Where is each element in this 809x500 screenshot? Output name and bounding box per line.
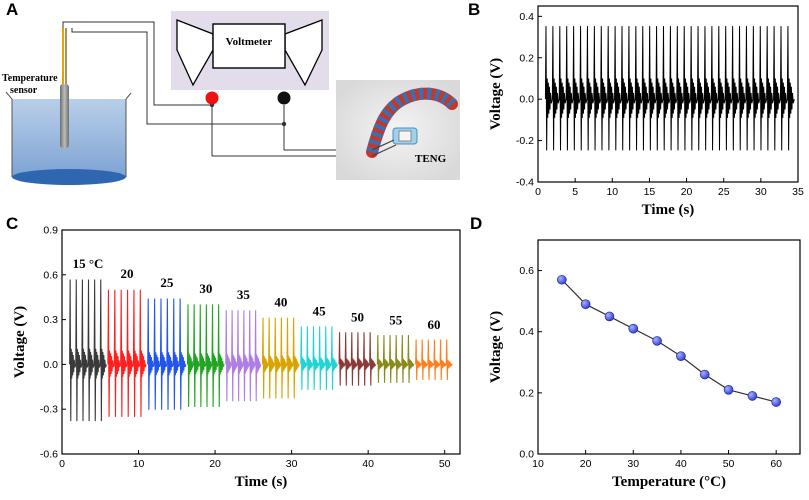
series-trace-55	[376, 335, 415, 383]
y-axis-label: Voltage (V)	[488, 311, 504, 383]
x-tick-label: 0	[59, 458, 65, 470]
series-label: 60	[427, 317, 440, 332]
sensor-label-line1: Temperature	[2, 73, 58, 84]
series-trace-15C	[69, 279, 107, 422]
series-label: 50	[351, 310, 364, 325]
y-tick-label: 0.2	[519, 387, 534, 399]
series-trace-50	[338, 332, 377, 386]
x-tick-label: 10	[606, 186, 618, 198]
series-trace-20	[107, 289, 147, 417]
voltage-trace	[544, 26, 795, 151]
chart-b: 0 5 10 15 20 25 30 35 -0.4 -0.2 0.0 0.2 0.4 Time (s) V…	[488, 5, 804, 218]
x-tick-label: 20	[580, 458, 592, 470]
series-trace-40	[261, 317, 300, 399]
x-tick-label: 60	[770, 458, 782, 470]
black-terminal	[277, 91, 291, 105]
data-point	[628, 323, 639, 334]
x-tick-label: 20	[209, 458, 221, 470]
x-tick-label: 40	[675, 458, 687, 470]
x-tick-label: 5	[572, 186, 578, 198]
x-tick-label: 30	[286, 458, 298, 470]
sensor-label-line2: sensor	[10, 85, 38, 96]
x-tick-label: 50	[439, 458, 451, 470]
series-trace-60	[415, 339, 453, 381]
data-point	[723, 385, 734, 395]
data-point	[652, 336, 662, 346]
series-label: 40	[274, 295, 287, 310]
data-point	[699, 369, 710, 380]
panel-letter-d: D	[470, 214, 483, 233]
data-point	[676, 351, 686, 361]
y-tick-label: -0.3	[40, 404, 58, 416]
x-axis-label: Time (s)	[235, 474, 288, 490]
y-tick-label: -0.6	[40, 449, 58, 461]
y-tick-label: 0.2	[519, 52, 534, 64]
series-label: 55	[389, 313, 403, 328]
y-tick-label: 0.0	[519, 94, 534, 106]
chart-d: 10 20 30 40 50 60 0.0 0.2 0.4 0.6 Temperature (°C)…	[488, 239, 801, 490]
x-tick-label: 40	[362, 458, 374, 470]
panel-letter-b: B	[468, 0, 481, 19]
data-point	[747, 391, 758, 401]
x-axis-label: Temperature (°C)	[612, 474, 726, 490]
x-tick-label: 30	[755, 186, 767, 198]
series-trace-25	[147, 298, 187, 410]
series-trace-45	[300, 326, 339, 390]
y-tick-label: 0.6	[43, 269, 58, 281]
series-trace-30	[186, 304, 225, 407]
series-label: 30	[199, 281, 212, 296]
data-point	[604, 311, 615, 322]
y-tick-label: -0.2	[516, 135, 534, 147]
data-point	[771, 397, 781, 407]
y-tick-label: 0.9	[43, 225, 58, 237]
temperature-probe	[60, 28, 69, 148]
x-tick-label: 30	[627, 458, 639, 470]
series-label: 45	[313, 304, 327, 319]
teng-device	[336, 80, 460, 180]
data-point	[557, 274, 567, 285]
teng-label: TENG	[415, 153, 447, 165]
y-tick-label: 0.4	[519, 326, 534, 338]
y-tick-label: -0.4	[516, 177, 534, 189]
trend-line	[561, 279, 777, 403]
series-label: 25	[160, 275, 174, 290]
x-axis-label: Time (s)	[642, 202, 695, 218]
voltmeter-label: Voltmeter	[226, 36, 273, 48]
x-tick-label: 35	[792, 186, 804, 198]
y-axis-label: Voltage (V)	[488, 58, 504, 130]
plot-frame	[537, 5, 799, 183]
x-tick-label: 15	[644, 186, 656, 198]
voltmeter-icon	[176, 19, 323, 87]
series-label: 15 °C	[73, 256, 104, 271]
y-axis-label: Voltage (V)	[12, 306, 28, 378]
panel-letter-a: A	[6, 0, 19, 19]
panel-letter-c: C	[6, 214, 19, 233]
x-tick-label: 10	[133, 458, 145, 470]
schematic-diagram: Temperature sensor Voltmeter TENG	[2, 11, 460, 185]
y-tick-label: 0.0	[519, 449, 534, 461]
red-terminal	[205, 91, 219, 105]
x-tick-label: 50	[723, 458, 735, 470]
y-tick-label: 0.0	[43, 359, 58, 371]
y-tick-label: 0.4	[519, 11, 534, 23]
x-tick-label: 20	[681, 186, 693, 198]
series-label: 20	[121, 266, 134, 281]
chart-c: 0 10 20 30 40 50 -0.6 -0.3 0.0 0.3 0.6 0.9 Time (s) V…	[12, 225, 461, 490]
series-trace-35	[225, 310, 262, 402]
plot-frame	[537, 239, 801, 455]
water-bottom	[12, 169, 126, 185]
data-point	[580, 299, 591, 309]
series-label: 35	[237, 287, 251, 302]
x-tick-label: 0	[535, 186, 541, 198]
x-tick-label: 10	[532, 458, 544, 470]
y-tick-label: 0.3	[43, 314, 58, 326]
plot-frame	[61, 229, 461, 455]
x-tick-label: 25	[718, 186, 730, 198]
y-tick-label: 0.6	[519, 265, 534, 277]
